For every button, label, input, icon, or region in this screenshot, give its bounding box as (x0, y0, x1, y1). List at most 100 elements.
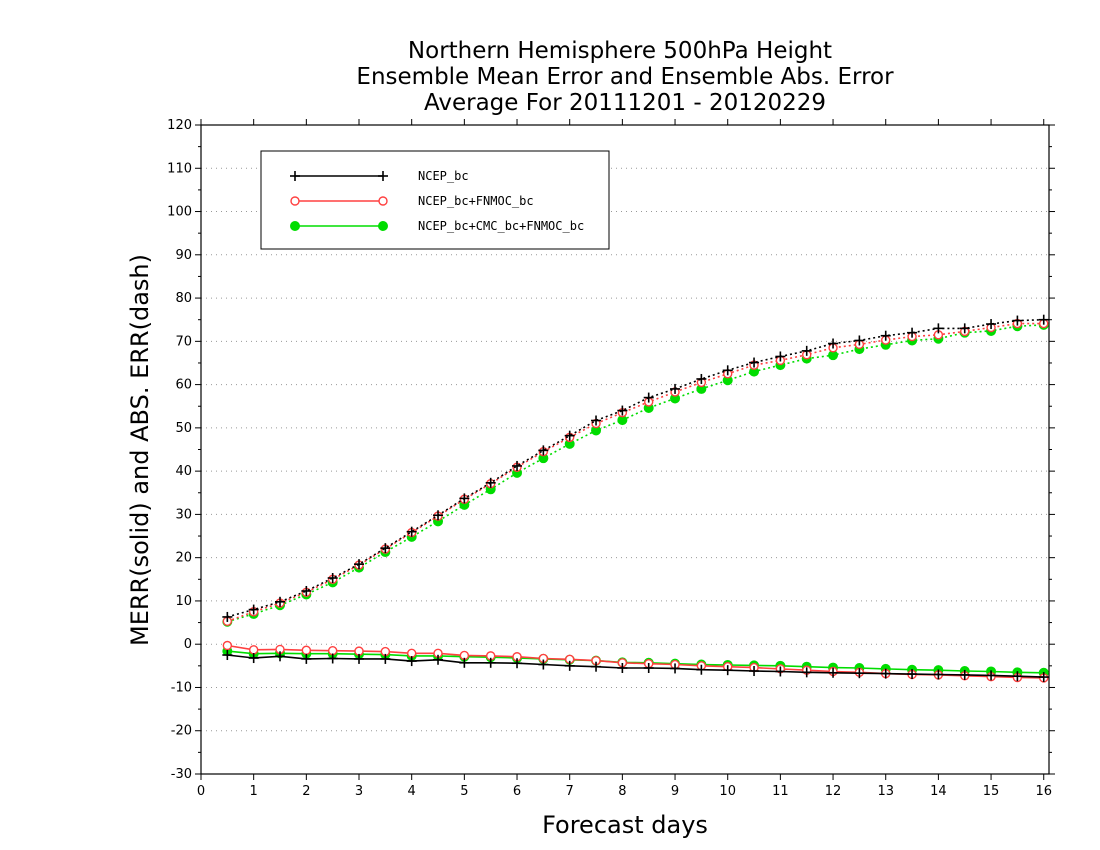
y-tick-label: 120 (167, 118, 192, 133)
data-point (907, 669, 918, 680)
data-point (378, 196, 388, 206)
data-point (485, 657, 496, 668)
data-point (222, 640, 233, 651)
x-tick-label: 1 (250, 784, 258, 799)
y-tick-label: 50 (175, 421, 192, 436)
y-axis-label: MERR(solid) and ABS. ERR(dash) (126, 254, 154, 646)
data-point (564, 430, 575, 441)
data-point (512, 658, 523, 669)
data-point (459, 493, 470, 504)
y-tick-label: 20 (175, 551, 192, 566)
data-point (643, 662, 654, 673)
data-point (775, 666, 786, 677)
data-point (1038, 314, 1049, 325)
data-point (828, 338, 839, 349)
x-axis: 0 1 2 3 4 5 6 7 8 9 10 11 12 13 14 15 16 (197, 119, 1052, 799)
x-tick-label: 3 (355, 784, 363, 799)
data-point (959, 669, 970, 680)
data-point (301, 653, 312, 664)
legend-label: NCEP_bc+CMC_bc+FNMOC_bc (418, 219, 584, 233)
data-point (538, 445, 549, 456)
data-point (406, 526, 417, 537)
data-point (880, 668, 891, 679)
legend-label: NCEP_bc+FNMOC_bc (418, 194, 534, 208)
data-point (301, 645, 312, 655)
data-point (749, 357, 760, 368)
data-point (380, 543, 391, 554)
chart-title-line-1: Northern Hemisphere 500hPa Height (408, 38, 832, 64)
data-point (749, 666, 760, 677)
data-point (433, 510, 444, 521)
data-point (380, 653, 391, 664)
x-tick-label: 13 (877, 784, 894, 799)
legend-label: NCEP_bc (418, 169, 469, 183)
x-tick-label: 4 (408, 784, 416, 799)
data-point (378, 171, 388, 181)
y-tick-label: -30 (171, 767, 192, 782)
data-point (828, 667, 839, 678)
data-point (670, 663, 681, 674)
chart-title-line-3: Average For 20111201 - 20120229 (424, 90, 826, 116)
series-line-abs-err (227, 318, 1044, 618)
data-point (775, 351, 786, 362)
x-tick-label: 12 (825, 784, 842, 799)
data-point (406, 656, 417, 667)
x-axis-label: Forecast days (542, 811, 708, 839)
y-tick-label: 110 (167, 161, 192, 176)
data-point (986, 319, 997, 330)
data-point (485, 477, 496, 488)
y-tick-label: 0 (184, 637, 192, 652)
data-point (959, 323, 970, 334)
data-point (512, 460, 523, 471)
data-point (248, 653, 259, 664)
x-tick-label: 14 (930, 784, 947, 799)
data-point (933, 323, 944, 334)
legend-box (260, 150, 610, 250)
y-tick-label: 40 (175, 464, 192, 479)
x-tick-label: 7 (566, 784, 574, 799)
data-point (378, 221, 388, 231)
y-tick-label: 100 (167, 205, 192, 220)
data-point (670, 383, 681, 394)
y-tick-label: 80 (175, 291, 192, 306)
data-point (354, 653, 365, 664)
data-point (301, 585, 312, 596)
series-NCEP_bc+FNMOC_bc (222, 318, 1049, 683)
data-point (327, 653, 338, 664)
y-tick-label: 90 (175, 248, 192, 263)
data-point (1012, 671, 1023, 682)
data-point (275, 596, 286, 607)
data-point (433, 654, 444, 665)
x-tick-label: 5 (460, 784, 468, 799)
x-tick-label: 15 (983, 784, 1000, 799)
y-tick-label: -20 (171, 724, 192, 739)
y-tick-label: 10 (175, 594, 192, 609)
y-tick-label: 60 (175, 378, 192, 393)
x-tick-label: 0 (197, 784, 205, 799)
data-point (617, 662, 628, 673)
legend-entry: NCEP_bc+CMC_bc+FNMOC_bc (290, 219, 584, 233)
x-tick-label: 11 (772, 784, 789, 799)
series-NCEP_bc+CMC_bc+FNMOC_bc (222, 319, 1049, 678)
series-line-merr (227, 654, 1044, 678)
data-point (290, 196, 300, 206)
data-point (222, 611, 233, 622)
data-point (459, 657, 470, 668)
data-point (854, 668, 865, 679)
legend-entry: NCEP_bc+FNMOC_bc (290, 194, 534, 208)
data-point (1038, 672, 1049, 683)
chart-title: Northern Hemisphere 500hPa Height Ensemb… (356, 38, 894, 116)
series-line-merr (227, 644, 1044, 679)
data-point (880, 330, 891, 341)
data-point (643, 392, 654, 403)
y-tick-label: 70 (175, 334, 192, 349)
chart-title-line-2: Ensemble Mean Error and Ensemble Abs. Er… (356, 64, 894, 90)
data-point (986, 670, 997, 681)
x-tick-label: 6 (513, 784, 521, 799)
x-tick-label: 9 (671, 784, 679, 799)
data-point (591, 415, 602, 426)
data-point (564, 660, 575, 671)
data-point (538, 659, 549, 670)
series-line-abs-err (227, 322, 1044, 623)
